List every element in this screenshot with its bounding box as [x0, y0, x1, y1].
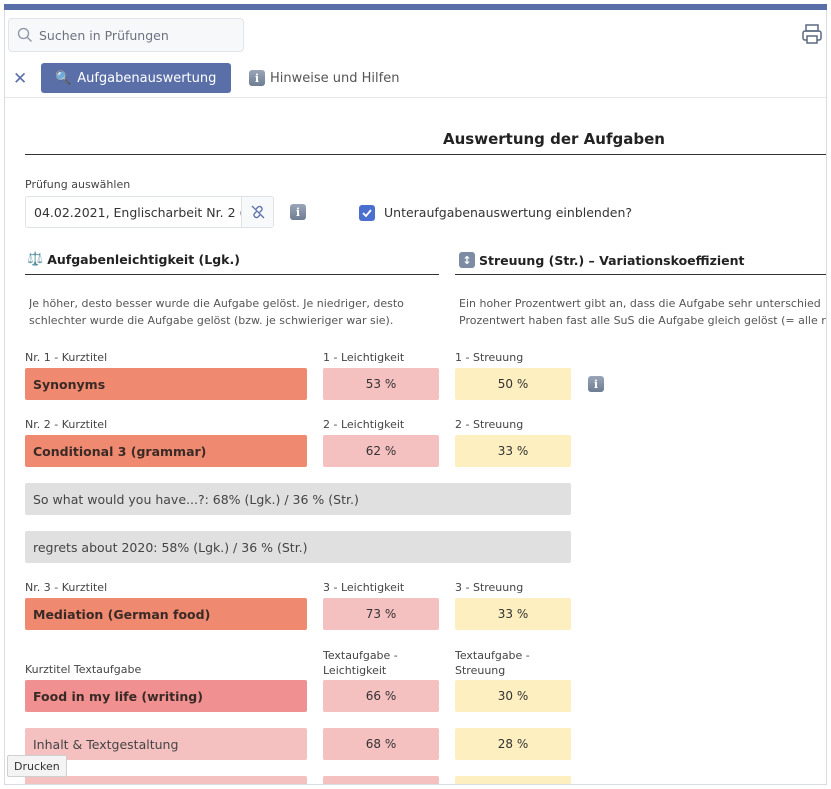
section-divider	[25, 274, 439, 275]
text-spread-label: Textaufgabe - Streuung	[455, 648, 530, 678]
text-task-label: Kurztitel Textaufgabe	[25, 663, 142, 676]
search-box[interactable]	[8, 18, 244, 52]
lightness-label: 1 - Leichtigkeit	[323, 351, 405, 364]
lightness-value: 62 %	[323, 435, 439, 467]
unlink-icon	[251, 205, 264, 219]
exam-select-value: 04.02.2021, Englischarbeit Nr. 2 (M	[34, 204, 242, 220]
section-divider	[455, 274, 826, 275]
task-name: Synonyms	[25, 368, 307, 400]
task-label: Nr. 3 - Kurztitel	[25, 581, 108, 594]
updown-arrow-icon: ↕	[459, 252, 475, 268]
app-frame: ✕ 🔍 Aufgabenauswertung i Hinweise und Hi…	[4, 10, 827, 785]
lightness-value-partial	[323, 776, 439, 784]
spread-value-partial	[455, 776, 571, 784]
lightness-description: Je höher, desto besser wurde die Aufgabe…	[29, 295, 439, 329]
task-label: Nr. 2 - Kurztitel	[25, 418, 108, 431]
desc-line: Ein hoher Prozentwert gibt an, dass die …	[459, 297, 821, 310]
exam-select-label: Prüfung auswählen	[25, 178, 131, 191]
close-icon[interactable]: ✕	[13, 69, 28, 89]
section-lightness-title: ⚖️ Aufgabenleichtigkeit (Lgk.)	[27, 252, 240, 267]
scales-icon: ⚖️	[27, 252, 44, 267]
lightness-label: 3 - Leichtigkeit	[323, 581, 405, 594]
spread-value: 33 %	[455, 435, 571, 467]
task-label: Nr. 1 - Kurztitel	[25, 351, 108, 364]
subtask-checkbox[interactable]	[359, 205, 375, 221]
tab-bar: ✕ 🔍 Aufgabenauswertung i Hinweise und Hi…	[5, 60, 826, 98]
printer-icon[interactable]	[800, 22, 824, 46]
print-tooltip: Drucken	[7, 755, 67, 777]
checkmark-icon	[362, 209, 372, 218]
spread-description: Ein hoher Prozentwert gibt an, dass die …	[459, 295, 826, 329]
subtask-summary: So what would you have...?: 68% (Lgk.) /…	[25, 483, 571, 515]
label-line: Textaufgabe -	[323, 649, 398, 662]
info-icon[interactable]: i	[588, 376, 604, 392]
label-line: Textaufgabe -	[455, 649, 530, 662]
lightness-label: 2 - Leichtigkeit	[323, 418, 405, 431]
spread-value: 28 %	[455, 728, 571, 760]
top-accent-bar	[4, 4, 827, 10]
desc-line: schlechter wurde die Aufgabe gelöst (bzw…	[29, 314, 394, 327]
search-input[interactable]	[39, 27, 229, 43]
spread-value: 33 %	[455, 598, 571, 630]
tab-label: Hinweise und Hilfen	[270, 70, 400, 86]
subtask-checkbox-label: Unteraufgabenauswertung einblenden?	[384, 205, 633, 220]
criterion-row-partial	[25, 776, 307, 784]
section-spread-title: ↕ Streuung (Str.) – Variationskoeffizien…	[459, 252, 745, 268]
spread-value: 50 %	[455, 368, 571, 400]
subtask-summary: regrets about 2020: 58% (Lgk.) / 36 % (S…	[25, 531, 571, 563]
page-title: Auswertung der Aufgaben	[443, 130, 665, 148]
section-spread-label: Streuung (Str.) – Variationskoeffizient	[479, 252, 745, 268]
lightness-value: 68 %	[323, 728, 439, 760]
task-name: Mediation (German food)	[25, 598, 307, 630]
lightness-value: 53 %	[323, 368, 439, 400]
text-lightness-label: Textaufgabe - Leichtigkeit	[323, 648, 398, 678]
spread-value: 30 %	[455, 680, 571, 712]
title-divider	[25, 154, 826, 155]
task-name: Conditional 3 (grammar)	[25, 435, 307, 467]
exam-select[interactable]: 04.02.2021, Englischarbeit Nr. 2 (M	[25, 196, 274, 228]
lightness-value: 66 %	[323, 680, 439, 712]
text-task-name: Food in my life (writing)	[25, 680, 307, 712]
desc-line: Prozentwert haben fast alle SuS die Aufg…	[459, 314, 826, 327]
unlink-button[interactable]	[241, 197, 273, 227]
label-line: Leichtigkeit	[323, 664, 387, 677]
spread-label: 3 - Streuung	[455, 581, 524, 594]
section-lightness-label: Aufgabenleichtigkeit (Lgk.)	[47, 252, 240, 267]
criterion-name: Inhalt & Textgestaltung	[25, 728, 307, 760]
tab-aufgabenauswertung[interactable]: 🔍 Aufgabenauswertung	[41, 63, 231, 93]
label-line: Streuung	[455, 664, 506, 677]
info-icon[interactable]: i	[290, 204, 306, 220]
desc-line: Je höher, desto besser wurde die Aufgabe…	[29, 297, 404, 310]
magnifier-icon: 🔍	[55, 70, 72, 86]
tab-label: Aufgabenauswertung	[77, 70, 217, 86]
info-icon: i	[249, 70, 265, 86]
spread-label: 2 - Streuung	[455, 418, 524, 431]
search-icon	[17, 27, 32, 42]
spread-label: 1 - Streuung	[455, 351, 524, 364]
lightness-value: 73 %	[323, 598, 439, 630]
tab-hinweise[interactable]: i Hinweise und Hilfen	[249, 63, 399, 93]
